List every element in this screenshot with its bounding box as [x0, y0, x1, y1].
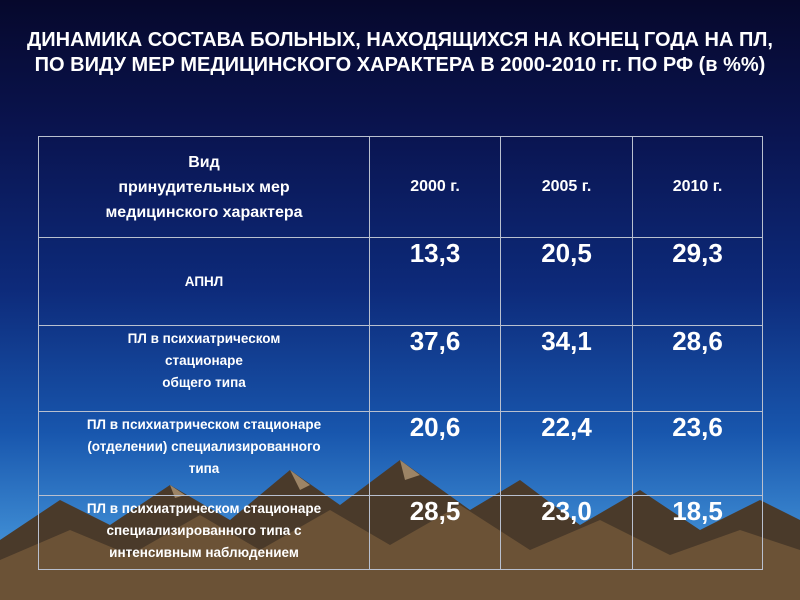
value-cell: 13,3 [369, 237, 501, 326]
value-cell: 23,6 [632, 411, 763, 496]
header-label-line: Вид [188, 153, 220, 171]
row-label-cell: ПЛ в психиатрическом стационаре общего т… [38, 325, 370, 412]
row-label-line: ПЛ в психиатрическом [127, 331, 281, 346]
slide-title: ДИНАМИКА СОСТАВА БОЛЬНЫХ, НАХОДЯЩИХСЯ НА… [27, 29, 773, 76]
value-cell: 22,4 [500, 411, 633, 496]
table-row: ПЛ в психиатрическом стационаре общего т… [38, 325, 763, 412]
header-label-line: медицинского характера [105, 203, 303, 221]
row-label-line: стационаре [165, 353, 243, 368]
header-label-line: принудительных мер [118, 178, 290, 196]
value-cell: 28,5 [369, 495, 501, 570]
row-label-line: (отделении) специализированного [87, 439, 321, 454]
row-label-line: ПЛ в психиатрическом стационаре [86, 501, 322, 516]
row-label-cell: ПЛ в психиатрическом стационаре специали… [38, 495, 370, 570]
value-cell: 18,5 [632, 495, 763, 570]
value-cell: 29,3 [632, 237, 763, 326]
row-label-line: специализированного типа с [106, 523, 302, 538]
value-cell: 28,6 [632, 325, 763, 412]
header-year-cell: 2010 г. [632, 136, 763, 238]
value-cell: 20,5 [500, 237, 633, 326]
table-header-row: Вид принудительных мер медицинского хара… [38, 136, 763, 238]
value-cell: 37,6 [369, 325, 501, 412]
row-label-line: типа [188, 461, 220, 476]
header-year-cell: 2000 г. [369, 136, 501, 238]
row-label-cell: АПНЛ [38, 237, 370, 326]
row-label-line: ПЛ в психиатрическом стационаре [86, 417, 322, 432]
header-year-cell: 2005 г. [500, 136, 633, 238]
table-row: ПЛ в психиатрическом стационаре специали… [38, 495, 763, 570]
table-row: ПЛ в психиатрическом стационаре (отделен… [38, 411, 763, 496]
value-cell: 20,6 [369, 411, 501, 496]
table-row: АПНЛ 13,3 20,5 29,3 [38, 237, 763, 326]
row-label-line: АПНЛ [184, 273, 224, 289]
row-label-line: интенсивным наблюдением [109, 545, 299, 560]
data-table: Вид принудительных мер медицинского хара… [38, 136, 763, 570]
header-label-cell: Вид принудительных мер медицинского хара… [38, 136, 370, 238]
value-cell: 34,1 [500, 325, 633, 412]
row-label-cell: ПЛ в психиатрическом стационаре (отделен… [38, 411, 370, 496]
value-cell: 23,0 [500, 495, 633, 570]
row-label-line: общего типа [162, 375, 246, 390]
